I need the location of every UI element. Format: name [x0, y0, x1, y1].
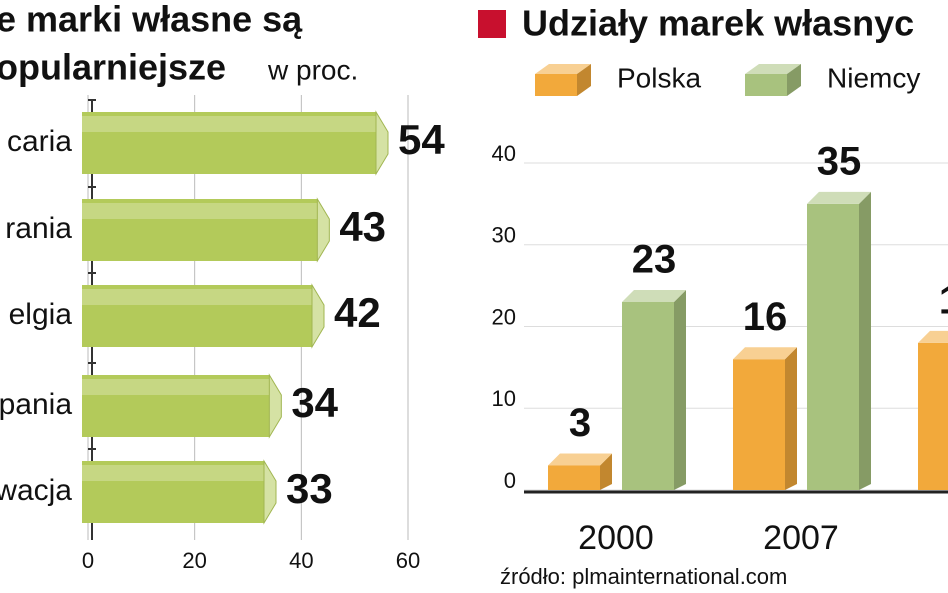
legend-swatch-top: [745, 64, 801, 74]
bar-top: [918, 330, 948, 343]
bar-cap: [268, 373, 282, 439]
chart-title: Udziały marek własnyc: [522, 3, 914, 44]
value-label: 33: [286, 465, 333, 512]
unit-label: w proc.: [267, 54, 358, 85]
bar-side: [859, 191, 871, 490]
legend-swatch-side: [787, 64, 801, 96]
bar: [733, 359, 785, 490]
value-label: 16: [743, 295, 788, 339]
value-label: 54: [398, 116, 445, 163]
bar-side: [600, 453, 612, 490]
x-tick-label: 2000: [578, 519, 654, 557]
bar-top: [548, 453, 612, 466]
bar: [807, 203, 859, 490]
bar-highlight: [82, 465, 264, 481]
y-tick-label: 40: [492, 141, 516, 166]
value-label: 1: [939, 278, 948, 322]
bar-top: [807, 191, 871, 204]
category-label: wacja: [0, 474, 72, 507]
bar-cap: [311, 283, 325, 349]
y-tick-label: 20: [492, 304, 516, 329]
bar-highlight: [82, 289, 312, 305]
bar: [918, 342, 948, 490]
x-tick-label: 0: [82, 548, 94, 573]
bar: [548, 465, 600, 490]
bar: [622, 301, 674, 490]
legend-swatch-front: [745, 74, 787, 96]
value-label: 34: [291, 379, 338, 426]
value-label: 23: [632, 238, 677, 282]
value-label: 35: [817, 139, 862, 183]
x-tick-label: 20: [182, 548, 206, 573]
category-label: rania: [5, 212, 72, 245]
legend-swatch-side: [577, 64, 591, 96]
category-label: caria: [7, 125, 72, 158]
bar-side: [785, 347, 797, 490]
bar-top: [622, 289, 686, 302]
bar-side: [674, 289, 686, 490]
legend-swatch-top: [535, 64, 591, 74]
bar-top: [733, 347, 797, 360]
x-tick-label: 40: [289, 548, 313, 573]
bar-cap: [263, 459, 277, 525]
legend-label: Niemcy: [827, 62, 920, 93]
value-label: 3: [569, 401, 591, 445]
bar-highlight: [82, 203, 318, 219]
chart-title: opularniejsze: [0, 47, 226, 88]
legend-swatch-front: [535, 74, 577, 96]
x-tick-label: 60: [396, 548, 420, 573]
chart-title: e marki własne są: [0, 0, 303, 40]
x-tick-label: 2007: [763, 519, 839, 557]
value-label: 43: [339, 203, 386, 250]
bar-cap: [316, 197, 330, 263]
bar-cap: [375, 110, 389, 176]
y-tick-label: 0: [504, 468, 516, 493]
bar-highlight: [82, 379, 270, 395]
category-label: pania: [0, 388, 72, 421]
bar-highlight: [82, 116, 376, 132]
source-note: źródło: plmainternational.com: [500, 564, 787, 589]
y-tick-label: 10: [492, 386, 516, 411]
category-label: elgia: [9, 298, 73, 331]
value-label: 42: [334, 289, 381, 336]
title-marker: [478, 10, 506, 38]
legend-label: Polska: [617, 62, 701, 93]
y-tick-label: 30: [492, 223, 516, 248]
